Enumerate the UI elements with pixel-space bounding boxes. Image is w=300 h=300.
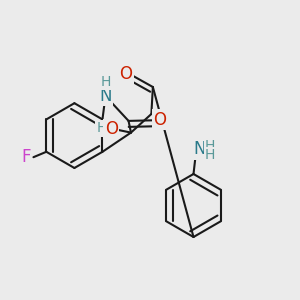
Text: H: H [96,122,107,135]
Text: F: F [22,148,31,166]
Text: O: O [105,120,118,138]
Text: N: N [193,140,206,158]
Text: N: N [99,87,112,105]
Text: O: O [119,65,132,83]
Text: H: H [205,139,215,152]
Text: O: O [153,111,166,129]
Text: H: H [205,148,215,162]
Text: H: H [100,75,111,88]
